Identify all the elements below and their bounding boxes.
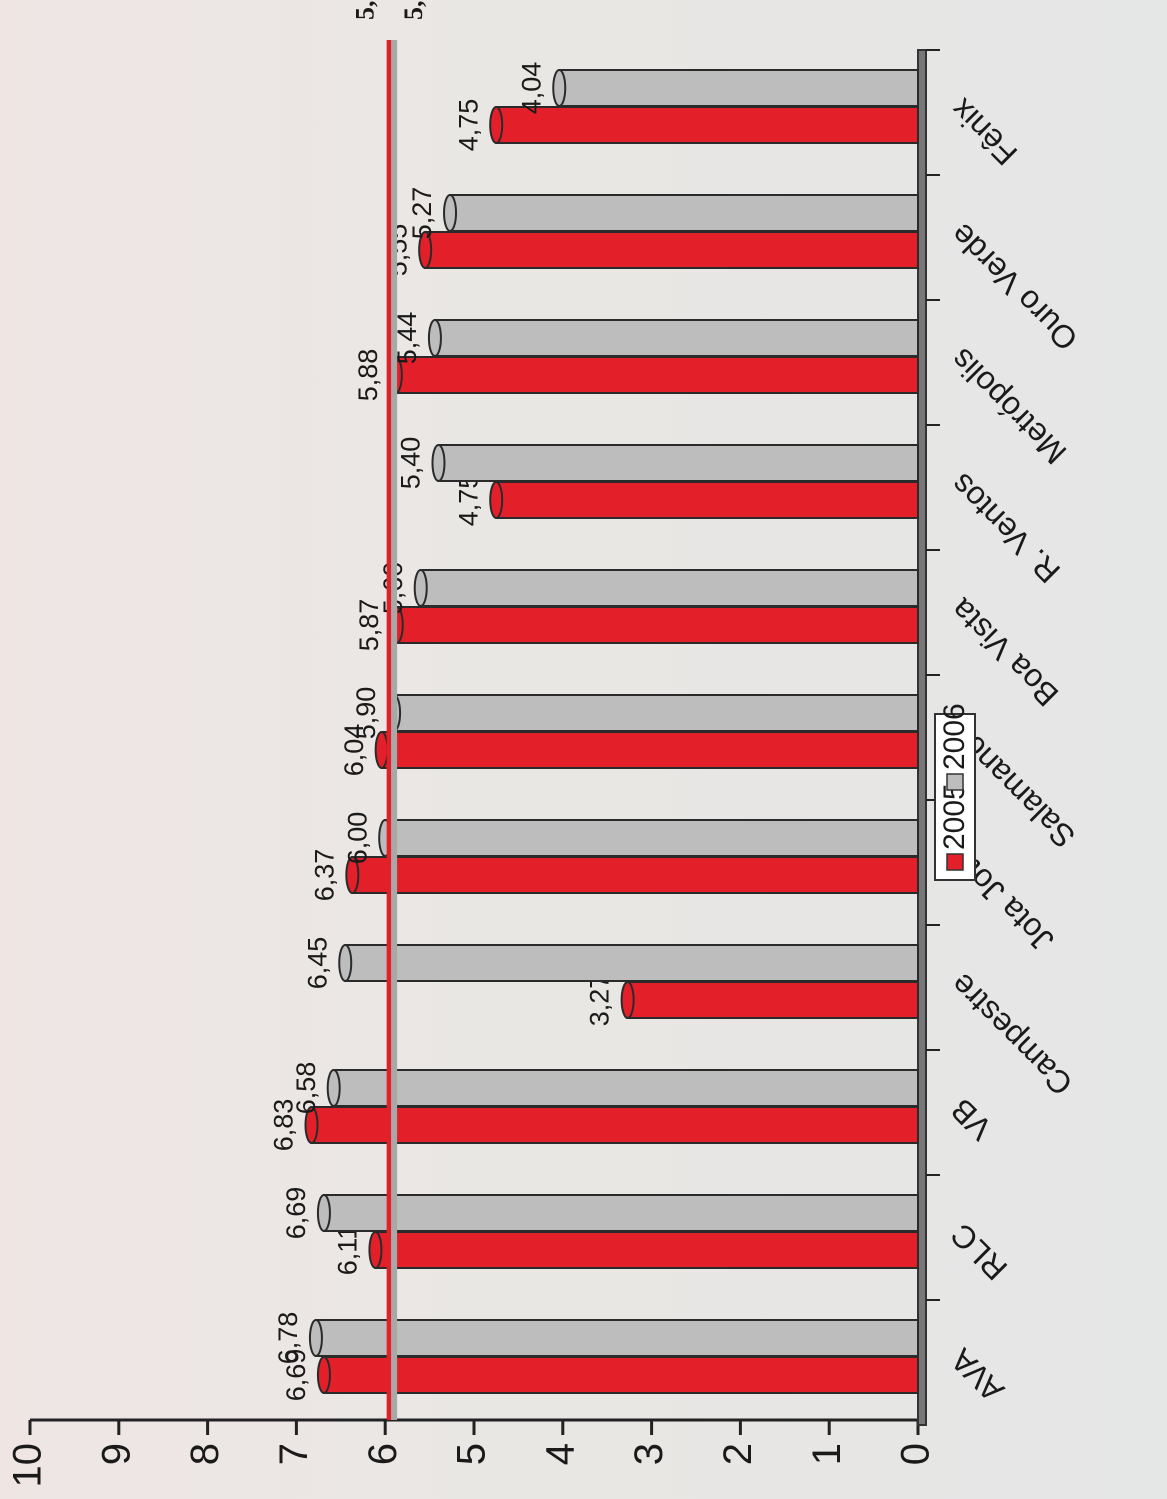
bar [380, 731, 919, 769]
value-label: 6,78 [273, 1312, 303, 1365]
y-tick-label: 3 [627, 1443, 671, 1465]
value-label: 6,69 [281, 1187, 311, 1240]
legend-label: 2005 [938, 783, 971, 850]
value-label: 6,37 [309, 849, 339, 902]
bar-cap [338, 944, 353, 982]
bar-cap [427, 319, 442, 357]
x-tick-label: VB [943, 1092, 999, 1148]
bar [322, 1356, 920, 1394]
bar [495, 106, 919, 144]
reference-label: 5,90 [399, 0, 428, 20]
value-label: 5,88 [353, 349, 383, 402]
bar-cap [443, 194, 458, 232]
bar-cap [489, 481, 504, 519]
x-tick-label: AVA [943, 1341, 1011, 1409]
bar [495, 481, 919, 519]
value-label: 5,27 [407, 187, 437, 240]
legend-swatch [946, 853, 964, 871]
value-label: 3,27 [585, 974, 615, 1027]
bar-cap [304, 1106, 319, 1144]
bar [351, 856, 919, 894]
bar-cap [418, 231, 433, 269]
bar [433, 319, 919, 357]
bar-cap [431, 444, 446, 482]
x-tick-label: R. Ventos [943, 467, 1067, 591]
value-label: 4,75 [453, 474, 483, 527]
y-tick-label: 2 [716, 1443, 760, 1465]
y-tick-label: 8 [183, 1443, 227, 1465]
bar [558, 69, 919, 107]
y-tick-label: 6 [361, 1443, 405, 1465]
value-label: 6,11 [333, 1225, 363, 1276]
bar [449, 194, 919, 232]
bar [437, 444, 919, 482]
x-tick-label: Fênix [943, 92, 1024, 173]
bar [344, 944, 919, 982]
legend: 2005 2006 [934, 703, 976, 881]
value-label: 6,04 [339, 724, 369, 777]
bar [310, 1106, 920, 1144]
value-label: 4,04 [516, 62, 546, 115]
bar [419, 569, 919, 607]
bar-cap [552, 69, 567, 107]
x-tick-label: RLC [943, 1217, 1014, 1288]
bar [393, 694, 919, 732]
bar-cap [489, 106, 504, 144]
bar [424, 231, 919, 269]
value-label: 5,40 [396, 437, 426, 490]
bar-cap [326, 1069, 341, 1107]
y-tick-label: 1 [805, 1443, 849, 1465]
x-tick-label: Metrópolis [943, 342, 1073, 472]
floor [917, 49, 927, 1426]
bar [626, 981, 920, 1019]
value-label: 5,90 [351, 687, 381, 740]
y-tick-label: 5 [450, 1443, 494, 1465]
bar [332, 1069, 920, 1107]
value-label: 5,87 [354, 599, 384, 652]
value-label: 6,00 [342, 812, 372, 865]
x-tick-label: Ouro Verde [943, 217, 1084, 358]
bar-cap [308, 1319, 323, 1357]
value-label: 6,83 [269, 1099, 299, 1152]
value-label: 4,75 [453, 99, 483, 152]
x-tick-label: Boa Vista [943, 591, 1065, 713]
legend-label: 2006 [938, 703, 971, 770]
x-tick-label: Campestre [943, 967, 1079, 1103]
bar-cap [413, 569, 428, 607]
bar-cap [368, 1231, 383, 1269]
value-label: 6,45 [302, 937, 332, 990]
bar [395, 606, 919, 644]
bar-cap [345, 856, 360, 894]
value-label: 6,69 [281, 1349, 311, 1402]
bar [322, 1194, 920, 1232]
y-tick-label: 0 [894, 1443, 938, 1465]
bar [374, 1231, 919, 1269]
y-tick-label: 10 [6, 1443, 50, 1488]
y-tick-label: 7 [272, 1443, 316, 1465]
bar-cap [620, 981, 635, 1019]
legend-swatch [946, 773, 964, 791]
bar-cap [316, 1356, 331, 1394]
bar [384, 819, 919, 857]
bar-cap [316, 1194, 331, 1232]
value-label: 6,58 [291, 1062, 321, 1115]
legend-box [934, 713, 976, 881]
y-tick-label: 9 [94, 1443, 138, 1465]
bar [394, 356, 919, 394]
y-tick-label: 4 [538, 1443, 582, 1465]
bar [314, 1319, 920, 1357]
reference-label: 5,95 [351, 0, 380, 20]
